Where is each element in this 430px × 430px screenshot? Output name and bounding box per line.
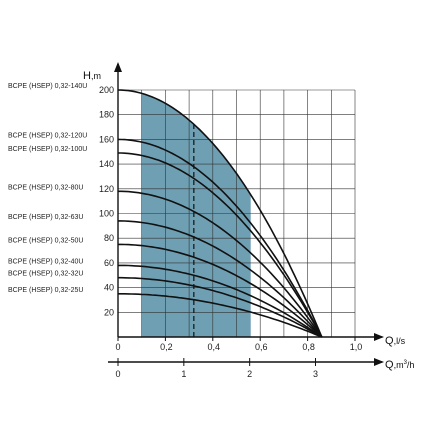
y-tick-label: 140 <box>99 159 114 169</box>
series-label-8: BCPE (HSEP) 0,32-25U <box>8 287 83 294</box>
series-label-6: BCPE (HSEP) 0,32-40U <box>8 258 83 265</box>
pump-curve-4 <box>118 220 323 338</box>
x-axis-volume-label-sup: 3 <box>404 360 408 366</box>
series-label-2: BCPE (HSEP) 0,32-100U <box>8 146 87 153</box>
y-tick-label: 100 <box>99 209 114 219</box>
pump-curve-6 <box>118 264 323 338</box>
pump-curve-8 <box>118 293 323 338</box>
series-label-1: BCPE (HSEP) 0,32-120U <box>8 132 87 139</box>
y-axis-arrow <box>114 62 122 72</box>
y-tick-label: 180 <box>99 110 114 120</box>
x-axis-title-volume: Q,m3/h <box>385 359 414 371</box>
y-tick-labels: 20 40 60 80 100 120 140 160 180 200 <box>99 85 114 317</box>
series-labels: BCPE (HSEP) 0,32-140U BCPE (HSEP) 0,32-12… <box>8 83 87 294</box>
pump-curve-3 <box>118 190 323 338</box>
y-tick-label: 200 <box>99 85 114 95</box>
y-tick-label: 80 <box>104 233 114 243</box>
series-label-5: BCPE (HSEP) 0,32-50U <box>8 237 83 244</box>
pump-curve-0 <box>117 89 323 338</box>
y-tick-label: 160 <box>99 134 114 144</box>
x-tick-label: 0,8 <box>302 342 315 352</box>
x-axis-volume-label-main: Q <box>385 359 394 371</box>
series-label-4: BCPE (HSEP) 0,32-63U <box>8 214 83 221</box>
x-tick-label: 0 <box>115 342 120 352</box>
pump-curve-1 <box>117 138 323 338</box>
x-axis-volume-arrow <box>374 358 384 366</box>
x2-tick-label: 3 <box>313 369 318 379</box>
x-axis-title-flow: Q,l/s <box>385 335 406 347</box>
x-tick-labels-flow: 0 0,2 0,4 0,6 0,8 1,0 <box>115 337 362 352</box>
x-tick-label: 0,2 <box>160 342 173 352</box>
x-axis-flow-arrow <box>374 333 384 341</box>
y-tick-label: 60 <box>104 258 114 268</box>
working-range-area <box>141 93 251 337</box>
y-axis-title: H,m <box>83 70 101 82</box>
x-tick-label: 0,4 <box>208 342 221 352</box>
series-label-3: BCPE (HSEP) 0,32-80U <box>8 184 83 191</box>
series-label-7: BCPE (HSEP) 0,32-32U <box>8 271 83 278</box>
x-tick-label: 0,6 <box>255 342 268 352</box>
x-axis-flow-label-unit: ,l/s <box>394 336 406 346</box>
x2-tick-label: 0 <box>115 369 120 379</box>
x-axis-volume-label-unit: ,m <box>394 360 404 370</box>
y-tick-label: 20 <box>104 307 114 317</box>
y-axis-label-unit: ,m <box>91 71 101 81</box>
pump-curve-7 <box>118 276 323 338</box>
x2-tick-label: 1 <box>181 369 186 379</box>
x-axis-volume-label-end: /h <box>407 360 415 370</box>
y-axis-label-main: H <box>83 70 91 82</box>
working-range-band <box>141 93 251 337</box>
pump-curve-2 <box>118 152 323 338</box>
x-tick-labels-volume: 0 1 2 3 <box>115 358 318 379</box>
plot-grid <box>118 89 356 337</box>
x-axis-flow-label-main: Q <box>385 335 394 347</box>
y-tick-label: 120 <box>99 184 114 194</box>
axes <box>108 62 384 366</box>
pump-curves <box>117 89 323 338</box>
x-tick-label: 1,0 <box>350 342 363 352</box>
x2-tick-label: 2 <box>247 369 252 379</box>
y-tick-label: 40 <box>104 283 114 293</box>
series-label-0: BCPE (HSEP) 0,32-140U <box>8 83 87 90</box>
pump-curve-5 <box>118 243 323 338</box>
